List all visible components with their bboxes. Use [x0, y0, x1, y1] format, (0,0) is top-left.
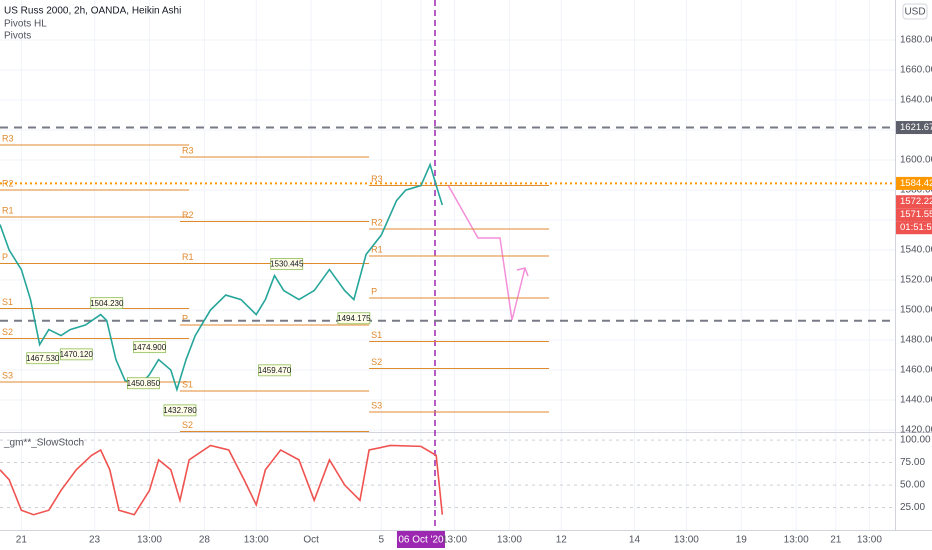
pivot-name: R3	[371, 174, 383, 184]
pivot-hl-box	[59, 348, 93, 361]
y-tick-label: 1640.00	[900, 95, 932, 106]
osc-tick-label: 25.00	[900, 502, 925, 513]
indicator-label: Pivots HL	[4, 19, 47, 30]
x-tick-label: 19	[736, 535, 748, 546]
pivot-name: P	[371, 286, 377, 296]
pivot-name: R3	[182, 145, 194, 155]
x-tick-label: 12	[556, 535, 568, 546]
y-tick-label: 1500.00	[900, 305, 932, 316]
x-tick-label: 13:00	[137, 535, 162, 546]
x-tick-label: 13:00	[442, 535, 467, 546]
chart-title: US Russ 2000, 2h, OANDA, Heikin Ashi	[4, 6, 181, 17]
pivot-hl-label: 1467.530	[26, 354, 60, 363]
price-tag-label: 1571.558	[900, 209, 932, 220]
pivot-name: S2	[2, 327, 13, 337]
price-tag	[896, 121, 932, 135]
pivot-hl-box	[26, 352, 60, 365]
pivot-name: R1	[2, 205, 14, 215]
currency-button[interactable]	[902, 3, 928, 20]
x-tick-label: 28	[199, 535, 211, 546]
y-tick-label: 1660.00	[900, 65, 932, 76]
projection-drawing	[447, 184, 526, 321]
osc-tick-label: 100.00	[900, 435, 931, 446]
stoch-line	[0, 444, 444, 516]
price-line	[0, 162, 444, 393]
indicator-label: Pivots	[4, 31, 31, 42]
pivot-hl-box	[337, 312, 371, 325]
pivot-name: R3	[2, 133, 14, 143]
pivot-hl-box	[133, 341, 166, 354]
x-tick-label: 13:00	[857, 535, 882, 546]
pivot-name: R2	[371, 217, 383, 227]
y-tick-label: 1460.00	[900, 365, 932, 376]
x-tick-label: 13:00	[674, 535, 699, 546]
x-tick-label: 5	[379, 535, 385, 546]
y-tick-label: 1480.00	[900, 335, 932, 346]
pivot-hl-box	[258, 364, 291, 377]
x-tick-label: 21	[16, 535, 28, 546]
pivot-hl-label: 1494.175	[337, 314, 371, 323]
pivot-hl-box	[127, 377, 160, 390]
pivot-name: S3	[2, 370, 13, 380]
y-tick-label: 1440.00	[900, 395, 932, 406]
x-tick-label: 21	[830, 535, 842, 546]
countdown-label: 01:51:51	[900, 222, 932, 233]
price-tag-label: 1621.671	[900, 122, 932, 133]
pivot-name: S1	[371, 330, 382, 340]
y-tick-label: 1520.00	[900, 275, 932, 286]
x-tick-label: Oct	[303, 535, 319, 546]
pivot-name: S1	[2, 297, 13, 307]
pivot-hl-label: 1470.120	[60, 350, 94, 359]
cursor-time-tag	[396, 531, 445, 548]
pivot-name: S1	[182, 379, 193, 389]
pivot-name: P	[2, 252, 8, 262]
price-tag	[896, 176, 932, 190]
pivot-name: R2	[2, 178, 14, 188]
y-tick-label: 1600.00	[900, 155, 932, 166]
pivot-hl-label: 1474.900	[133, 343, 167, 352]
pivot-name: R1	[371, 244, 383, 254]
pivot-hl-box	[90, 297, 124, 310]
y-tick-label: 1680.00	[900, 35, 932, 46]
currency-label: USD	[904, 7, 925, 18]
osc-tick-label: 75.00	[900, 457, 925, 468]
pivot-hl-label: 1432.780	[163, 406, 197, 415]
x-tick-label: 13:00	[784, 535, 809, 546]
price-tag-label: 1572.220	[900, 196, 932, 207]
x-tick-label: 23	[89, 535, 101, 546]
x-tick-label: 13:00	[244, 535, 269, 546]
countdown-tag	[896, 221, 932, 235]
pivot-name: S2	[182, 420, 193, 430]
x-tick-label: 13:00	[497, 535, 522, 546]
pivot-hl-box	[270, 258, 304, 270]
pivot-hl-label: 1530.445	[270, 259, 304, 268]
y-tick-label: 1420.00	[900, 425, 932, 436]
y-tick-label: 1540.00	[900, 245, 932, 256]
pivot-hl-box	[163, 404, 197, 417]
pivot-hl-label: 1450.850	[127, 379, 161, 388]
price-tag	[896, 195, 932, 209]
oscillator-label: _gm**_SlowStoch	[3, 438, 84, 449]
y-tick-label: 1580.00	[900, 185, 932, 196]
x-tick-label: 06 Oct '20	[398, 535, 444, 546]
pivot-name: R1	[182, 252, 194, 262]
pivot-hl-label: 1504.230	[90, 299, 124, 308]
pivot-hl-label: 1459.470	[258, 366, 292, 375]
pivot-name: R2	[182, 210, 194, 220]
osc-tick-label: 50.00	[900, 480, 925, 491]
price-tag	[896, 208, 932, 222]
pivot-name: P	[182, 313, 188, 323]
x-tick-label: 14	[629, 535, 641, 546]
price-tag-label: 1584.420	[900, 178, 932, 189]
pivot-name: S3	[371, 400, 382, 410]
projection-arrowhead	[516, 267, 529, 277]
pivot-name: S2	[371, 357, 382, 367]
